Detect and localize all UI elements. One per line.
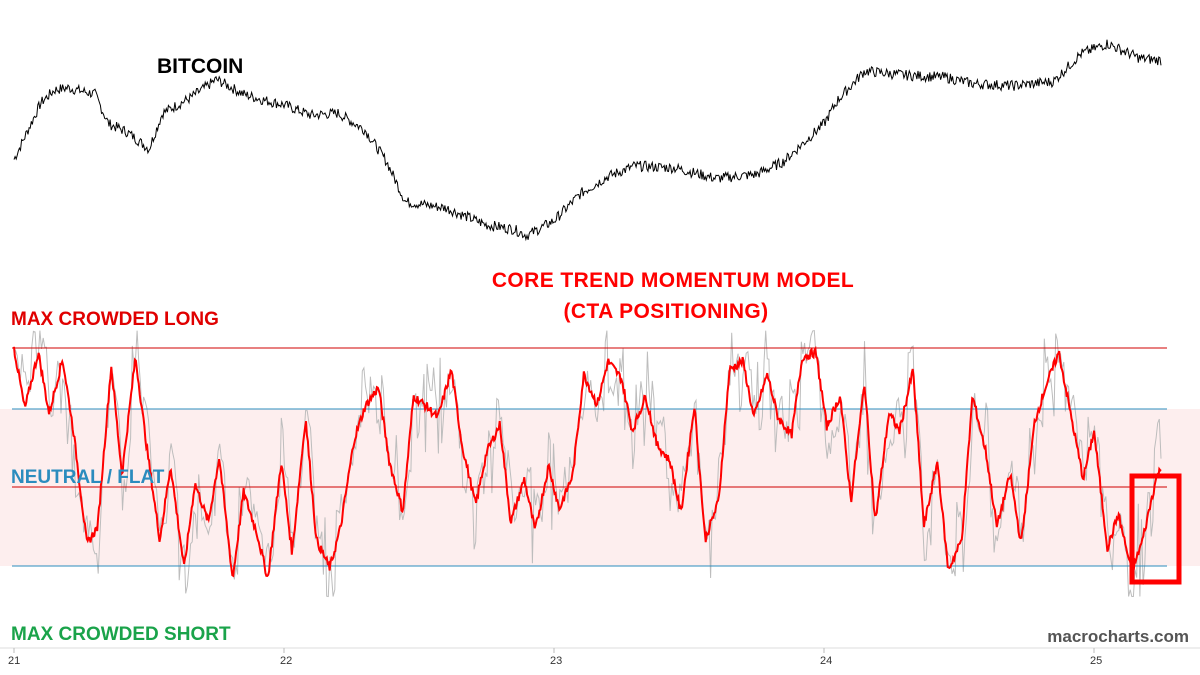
max-crowded-short-label: MAX CROWDED SHORT [11, 624, 231, 645]
x-tick-label: 22 [280, 655, 293, 667]
highlight-box [1129, 473, 1182, 585]
model-title-line2: (CTA POSITIONING) [563, 300, 769, 323]
x-tick-label: 25 [1090, 655, 1103, 667]
raw-signal-layer [13, 330, 1162, 598]
watermark: macrocharts.com [1047, 627, 1189, 646]
max-crowded-long-label: MAX CROWDED LONG [11, 309, 219, 330]
x-tick-label: 24 [820, 655, 833, 667]
model-title-line1: CORE TREND MOMENTUM MODEL [491, 269, 855, 292]
x-tick-label: 21 [8, 655, 21, 667]
bitcoin-price-line [13, 39, 1162, 242]
cta-signal-line [13, 345, 1162, 578]
neutral-flat-label: NEUTRAL / FLAT [11, 467, 165, 488]
x-tick-label: 23 [550, 655, 563, 667]
raw-signal-line [13, 330, 1162, 598]
bitcoin-label: BITCOIN [157, 55, 244, 78]
